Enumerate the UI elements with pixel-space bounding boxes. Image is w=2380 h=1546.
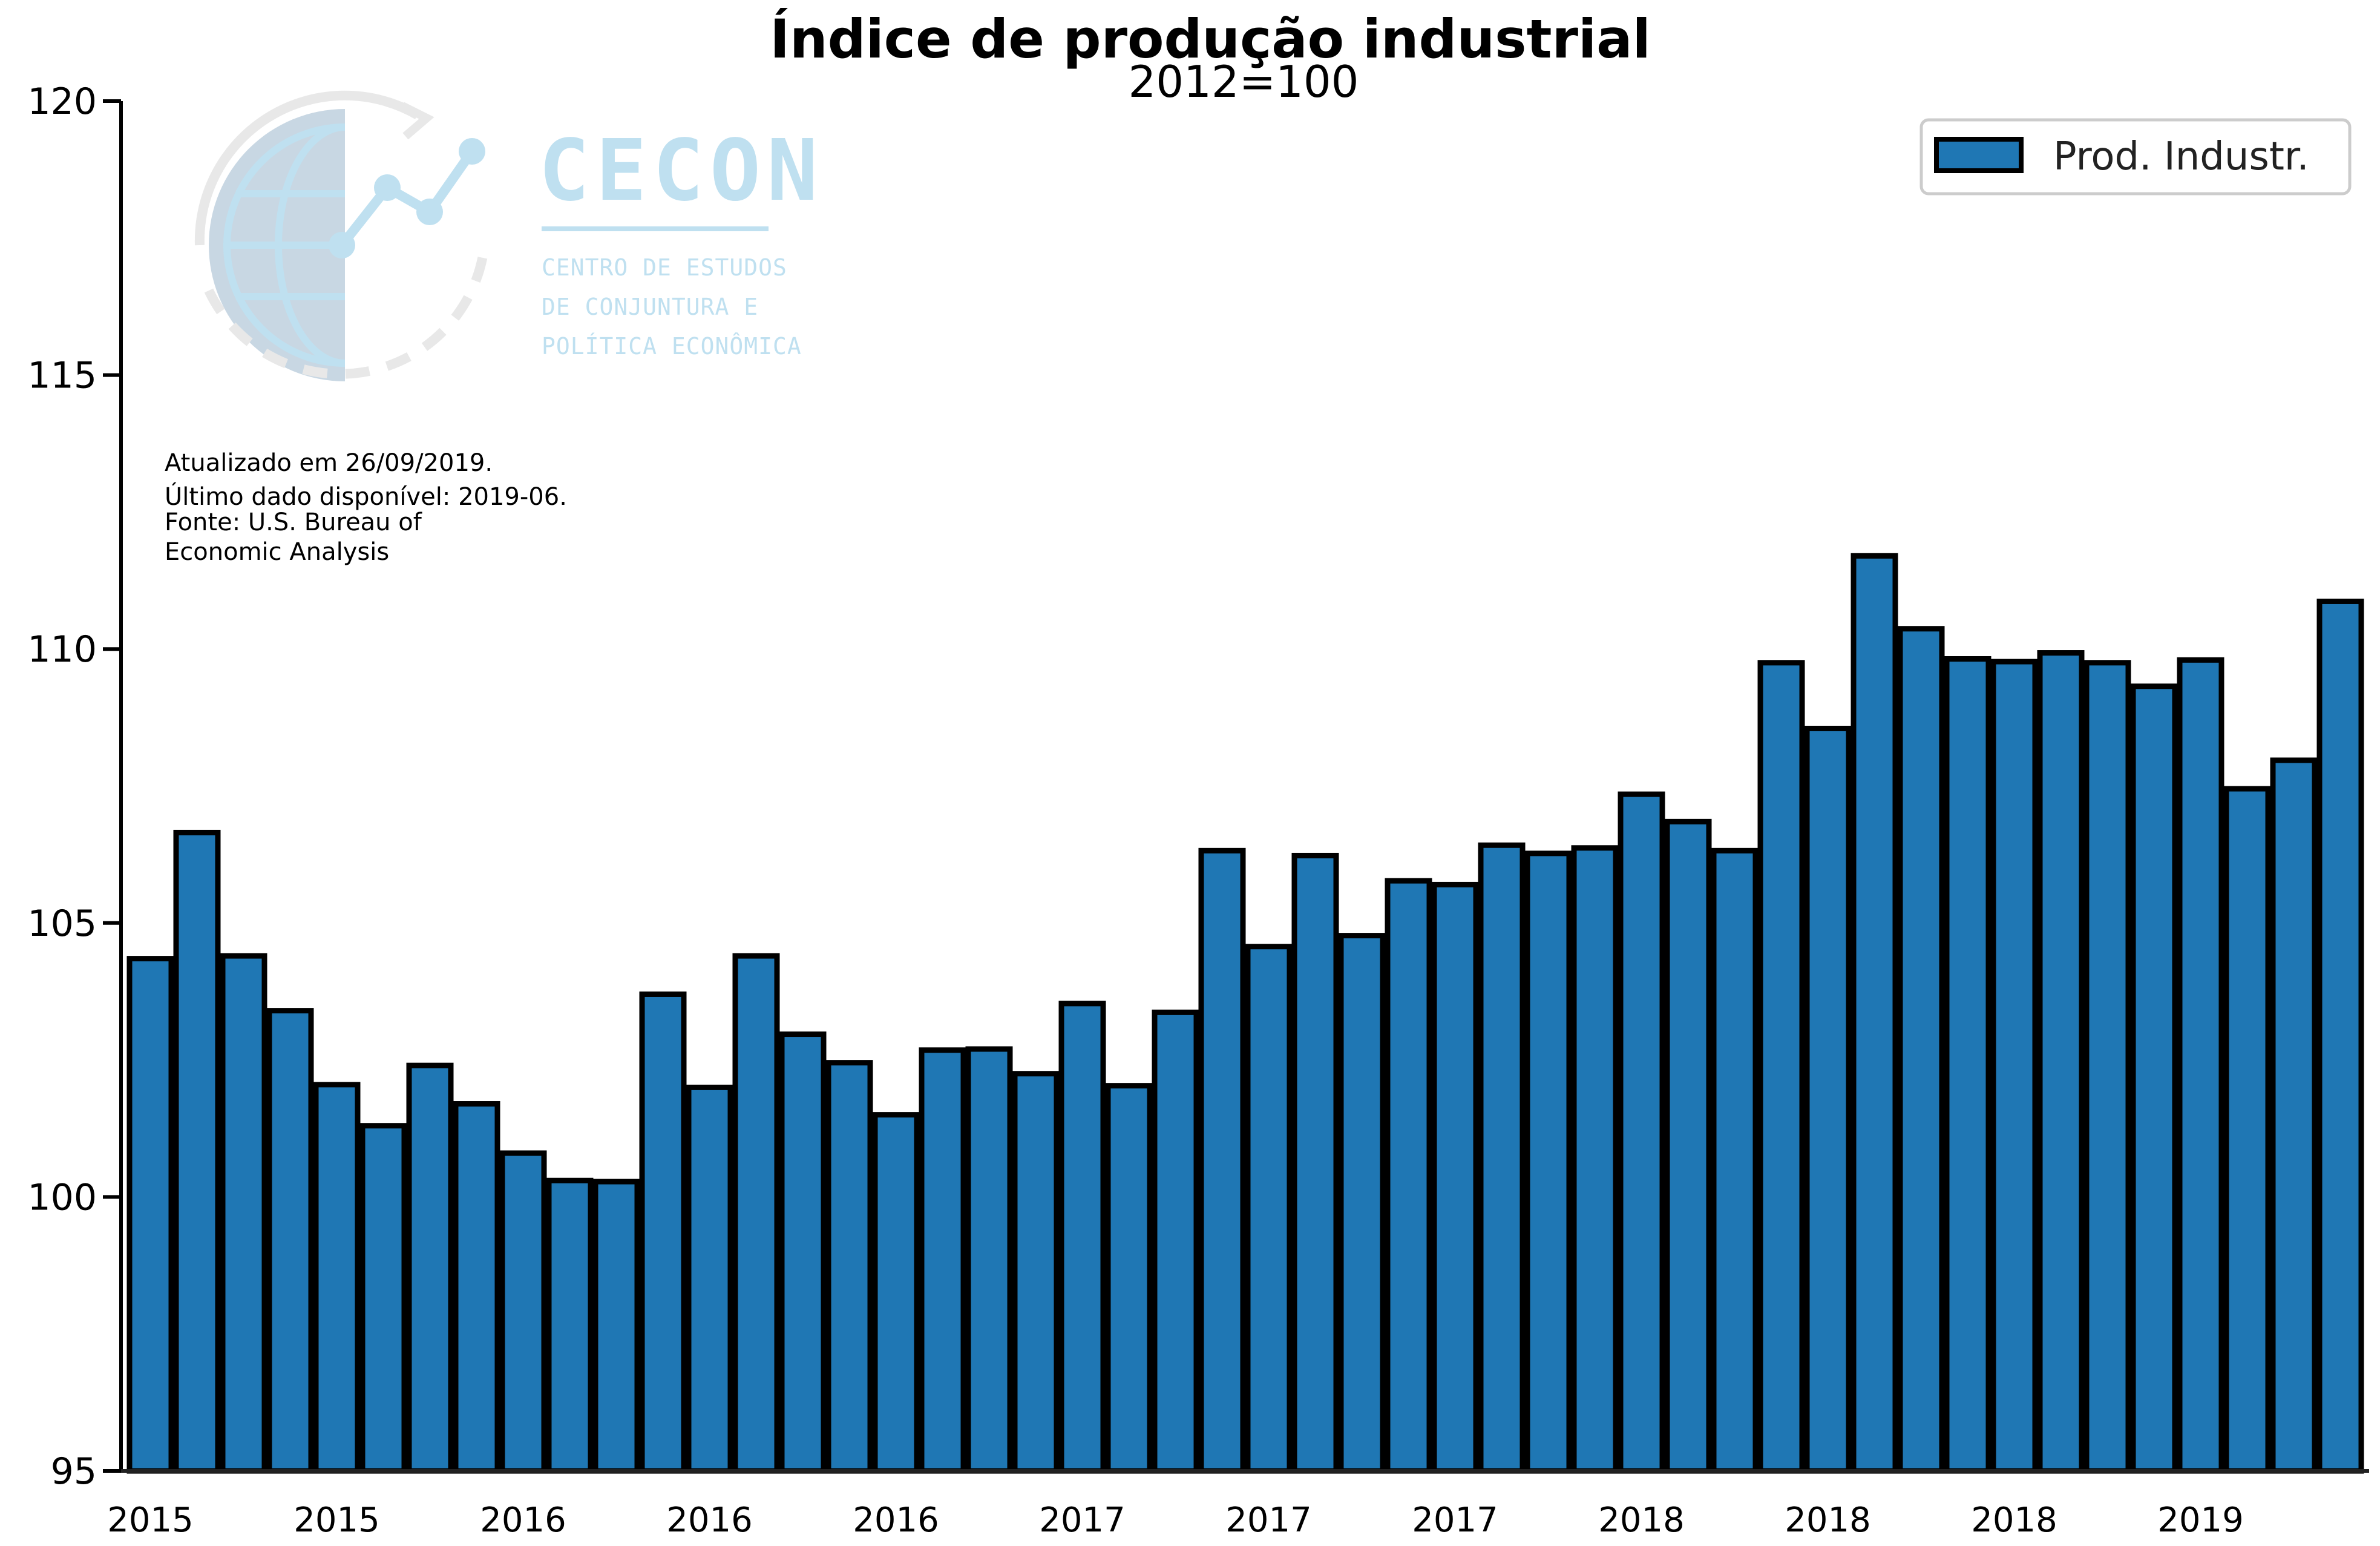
chart-title: Índice de produção industrial	[770, 8, 1650, 70]
bar-43	[2130, 683, 2178, 1474]
bar-29	[1478, 842, 1526, 1474]
bar-38	[1897, 626, 1945, 1474]
x-tick-label-7: 2017	[1412, 1501, 1498, 1540]
bar-5	[359, 1123, 407, 1474]
bar-47	[2316, 598, 2364, 1474]
arc-arrow-icon	[194, 90, 420, 246]
x-tick-label-6: 2017	[1225, 1501, 1312, 1540]
bar-3	[266, 1008, 314, 1474]
bar-9	[546, 1177, 594, 1474]
note-source: Fonte: U.S. Bureau of	[165, 508, 422, 536]
legend: Prod. Industr.	[1919, 118, 2352, 196]
bar-1	[173, 829, 221, 1474]
logo-line-1: CENTRO DE ESTUDOS	[542, 254, 787, 281]
cecon-logo: CECON CENTRO DE ESTUDOS DE CONJUNTURA E …	[194, 90, 824, 381]
bar-39	[1944, 656, 1992, 1474]
bar-33	[1664, 818, 1712, 1474]
bar-24	[1245, 944, 1293, 1474]
x-tick-label-2: 2016	[480, 1501, 566, 1540]
bar-16	[872, 1112, 920, 1474]
bar-45	[2223, 786, 2271, 1474]
bar-22	[1152, 1009, 1199, 1474]
axes-group: 95 100 105 110 115 120 2015 2015 2016 2016 2016 201…	[27, 81, 2369, 1540]
bar-31	[1571, 845, 1619, 1474]
bar-17	[919, 1047, 966, 1474]
y-tick-label-1: 100	[27, 1176, 97, 1219]
legend-label: Prod. Industr.	[2053, 134, 2309, 179]
note-updated: Atualizado em 26/09/2019.	[165, 449, 493, 477]
chart-subtitle: 2012=100	[1129, 56, 1359, 107]
x-tick-label-8: 2018	[1598, 1501, 1685, 1540]
x-tick-label-10: 2018	[1971, 1501, 2057, 1540]
bar-21	[1105, 1083, 1153, 1474]
bar-6	[406, 1062, 454, 1474]
note-last-data: Último dado disponível: 2019-06.	[165, 482, 567, 511]
bar-11	[639, 991, 687, 1474]
x-tick-label-1: 2015	[293, 1501, 380, 1540]
x-tick-label-5: 2017	[1039, 1501, 1126, 1540]
bar-19	[1012, 1071, 1060, 1474]
note-source-2: Economic Analysis	[165, 538, 389, 566]
legend-swatch	[1934, 137, 2024, 173]
bar-37	[1851, 553, 1898, 1474]
bar-35	[1757, 660, 1805, 1474]
dashed-arc-icon	[204, 247, 489, 379]
y-tick-label-3: 110	[27, 628, 97, 671]
y-tick-label-5: 120	[27, 81, 97, 123]
bar-23	[1198, 847, 1246, 1474]
bar-28	[1431, 881, 1479, 1474]
x-tick-label-4: 2016	[853, 1501, 939, 1540]
bar-42	[2083, 660, 2131, 1474]
bar-27	[1385, 878, 1432, 1474]
x-tick-label-3: 2016	[666, 1501, 753, 1540]
bar-13	[732, 953, 780, 1474]
x-tick-label-0: 2015	[107, 1501, 194, 1540]
bar-20	[1058, 1001, 1106, 1474]
globe-lines-icon	[223, 123, 346, 367]
bar-25	[1291, 852, 1339, 1474]
bar-15	[825, 1060, 873, 1474]
y-tick-label-4: 115	[27, 355, 97, 397]
bar-41	[2037, 650, 2085, 1474]
x-tick-label-11: 2019	[2157, 1501, 2244, 1540]
bar-46	[2270, 757, 2318, 1474]
logo-line-2: DE CONJUNTURA E	[542, 294, 758, 320]
bar-32	[1618, 791, 1665, 1474]
bar-30	[1524, 850, 1572, 1474]
arrow-head-icon	[400, 102, 434, 140]
bar-8	[499, 1150, 547, 1474]
bar-44	[2177, 657, 2224, 1474]
bar-36	[1804, 725, 1852, 1474]
bar-0	[126, 956, 174, 1474]
legend-box	[1919, 118, 2352, 196]
bar-12	[686, 1084, 733, 1474]
bar-2	[220, 953, 267, 1474]
logo-wordmark: CECON	[539, 122, 824, 220]
bar-34	[1711, 847, 1759, 1474]
bar-18	[965, 1046, 1013, 1474]
bar-7	[453, 1101, 500, 1474]
x-tick-label-9: 2018	[1785, 1501, 1871, 1540]
bars-group	[126, 553, 2364, 1474]
bar-40	[1990, 659, 2038, 1474]
trend-line-icon	[338, 148, 476, 248]
y-tick-label-0: 95	[51, 1450, 97, 1493]
bar-26	[1338, 933, 1386, 1474]
bar-4	[313, 1082, 361, 1474]
bar-14	[779, 1031, 827, 1474]
logo-line-3: POLÍTICA ECONÔMICA	[542, 333, 802, 360]
bar-10	[592, 1179, 640, 1474]
y-tick-label-2: 105	[27, 903, 97, 945]
